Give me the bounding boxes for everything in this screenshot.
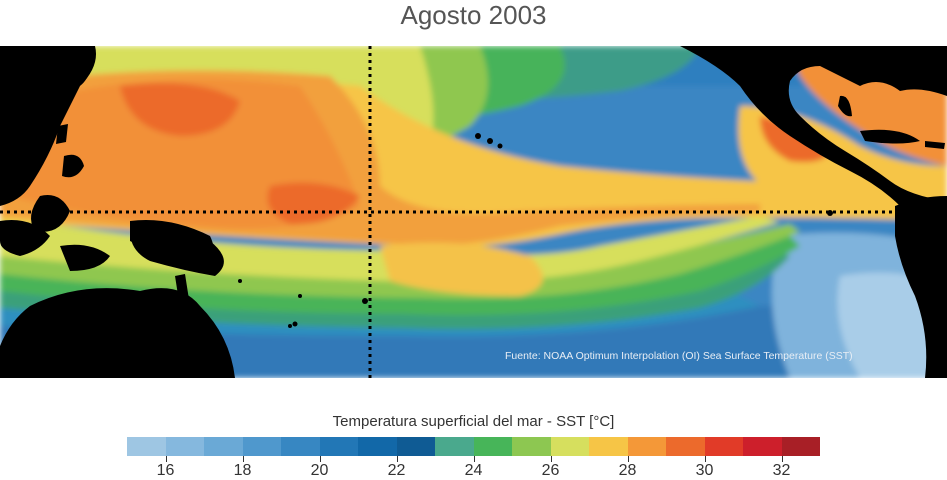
colorbar-swatch [396,437,435,456]
colorbar-swatch [666,437,705,456]
colorbar-tick [627,456,629,462]
source-note: Fuente: NOAA Optimum Interpolation (OI) … [505,350,853,362]
colorbar [127,437,820,456]
colorbar-swatch [704,437,743,456]
colorbar-tick [242,456,244,462]
colorbar-swatch [589,437,628,456]
colorbar-tick [473,456,475,462]
colorbar-swatch [204,437,243,456]
colorbar-tick-label: 30 [695,462,714,479]
colorbar-swatch [781,437,820,456]
colorbar-swatch [627,437,666,456]
land [0,46,947,378]
colorbar-tick [550,456,552,462]
colorbar-swatch [473,437,512,456]
colorbar-tick [781,456,783,462]
colorbar-title: Temperatura superficial del mar - SST [°… [332,413,615,430]
colorbar-swatch [165,437,204,456]
colorbar-swatch [127,437,166,456]
colorbar-tick [396,456,398,462]
colorbar-tick [165,456,167,462]
colorbar-tick-label: 26 [541,462,560,479]
colorbar-swatch [358,437,397,456]
colorbar-swatch [435,437,474,456]
colorbar-swatch [743,437,782,456]
colorbar-swatch [319,437,358,456]
colorbar-tick-label: 20 [310,462,329,479]
colorbar-tick-label: 28 [618,462,637,479]
sst-map [0,46,947,378]
colorbar-tick-label: 24 [464,462,483,479]
colorbar-tick [704,456,706,462]
colorbar-tick-label: 18 [233,462,252,479]
colorbar-tick [319,456,321,462]
colorbar-ticks: 16 18 20 22 24 26 28 30 32 [127,456,820,480]
colorbar-swatch [281,437,320,456]
colorbar-swatch [550,437,589,456]
colorbar-swatch [512,437,551,456]
colorbar-tick-label: 32 [772,462,791,479]
colorbar-tick-label: 16 [156,462,175,479]
colorbar-swatch [242,437,281,456]
map-title: Agosto 2003 [400,0,547,30]
colorbar-tick-label: 22 [387,462,406,479]
